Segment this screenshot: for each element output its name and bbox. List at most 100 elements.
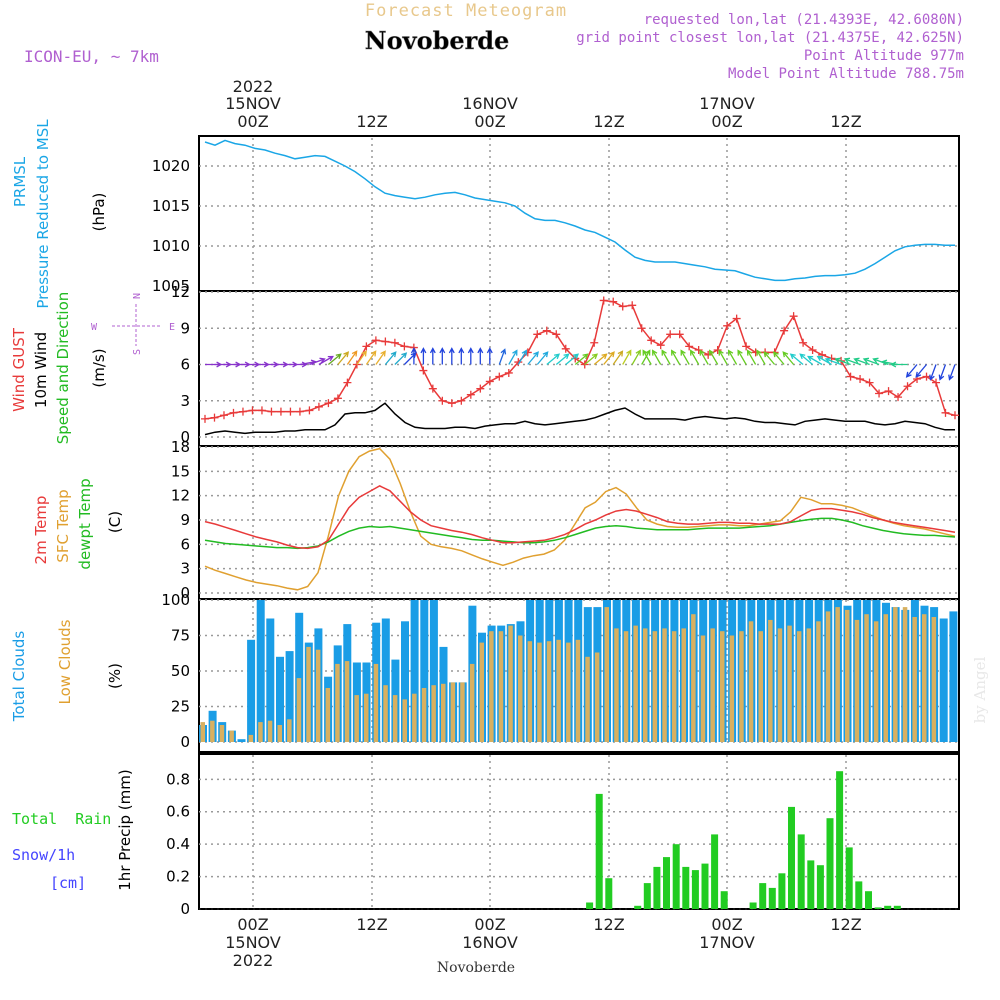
rain-bar [720,891,728,909]
gust-marker [257,406,266,415]
gust-marker [466,390,475,399]
gust-marker [941,408,950,417]
gust-marker [903,382,912,391]
y-tick-label: 0.6 [166,803,190,821]
wind-direction-arrow [584,353,599,365]
wind-direction-arrow [772,351,785,365]
low-clouds-bar [864,614,869,742]
low-clouds-bar [489,631,494,742]
gust-marker [742,342,751,351]
bottom-date-label: 16NOV [462,933,518,952]
wind-direction-arrow [467,347,474,365]
dewpt-label: dewpt Temp [76,478,94,569]
y-tick-label: 100 [161,591,190,609]
gust-marker [865,378,874,387]
bottom-tick-label: 12Z [593,915,624,934]
wind-direction-arrow [546,353,561,365]
rain-bar [845,847,853,909]
compass-west: W [91,322,98,333]
rain-bar [759,883,767,909]
total-clouds-label: Total Clouds [10,631,28,723]
wind-panel-labels: Wind GUST 10m Wind Speed and Direction (… [10,292,175,445]
y-tick-label: 1005 [152,277,190,295]
low-clouds-bar [662,628,667,742]
gust-marker [371,336,380,345]
wind-direction-arrow [782,351,795,365]
low-clouds-bar [922,614,927,742]
low-clouds-bar [604,607,609,742]
low-clouds-bar [200,722,205,742]
bottom-tick-label: 12Z [830,915,861,934]
low-clouds-bar [556,639,561,742]
wind-direction-arrow [816,355,832,366]
rain-label: Total Rain [12,810,111,828]
wind-direction-arrow [527,351,539,365]
snow-unit-label: [cm] [50,874,86,892]
rain-bar [788,806,795,909]
temp-panel-frame [198,445,960,600]
y-tick-label: 12 [171,283,190,301]
footer-location: Novoberde [437,960,515,976]
panel-grid: 1005 1010 1015 1020 [152,138,959,295]
bottom-tick-label: 12Z [356,915,387,934]
top-tick-label: 12Z [356,112,387,131]
rain-bar [749,902,757,909]
rain-bar [691,870,699,909]
gust-marker [609,297,618,306]
low-clouds-bar [902,607,908,742]
gust-marker [495,372,504,381]
gust-marker [352,360,361,369]
rain-bar [643,883,651,909]
wind-direction-arrow [872,357,889,366]
wind-direction-arrow [652,349,662,365]
wind-direction-arrow [346,350,358,365]
y-tick-label: 1020 [152,157,190,175]
bottom-date-label: 17NOV [699,933,755,952]
y-tick-label: 0.8 [166,770,190,788]
y-tick-label: 0.4 [166,835,190,853]
low-clouds-bar [652,631,658,742]
sfc-temp-label: SFC Temp [54,489,72,562]
bottom-date-label: 15NOV [225,933,281,952]
low-clouds-bar [258,722,263,742]
low-clouds-bar [883,614,888,742]
gust-marker [875,389,884,398]
low-clouds-bar [518,635,523,742]
gust-marker [362,342,371,351]
gust-marker [457,396,466,405]
top-date-label: 16NOV [462,94,518,113]
wind-speed-line [204,402,955,436]
gust-marker [447,399,456,408]
wind-direction-arrow [905,364,918,378]
rain-bar [874,907,882,909]
gust-marker [381,337,390,346]
gust-marker [951,411,959,420]
y-tick-label: 0 [180,428,190,446]
rain-bar [855,881,863,909]
top-year-label: 2022 [233,77,274,96]
gust-marker [514,358,523,367]
top-tick-label: 00Z [474,112,505,131]
low-clouds-bar [912,617,917,742]
low-clouds-bar [633,625,638,742]
y-tick-label: 0 [180,584,190,602]
gust-marker [229,408,238,417]
wind-direction-arrow [410,347,417,365]
wind10m-label: 10m Wind [32,332,50,408]
low-clouds-bar [460,682,465,742]
bottom-tick-label: 00Z [237,915,268,934]
low-clouds-bar [816,621,821,742]
wind-direction-arrow [631,349,641,365]
top-date-label: 15NOV [225,94,281,113]
gust-marker [561,344,570,353]
gust-marker [732,314,741,323]
clouds-panel-frame [198,598,960,753]
precip-panel-labels: Total Rain Snow/1h [cm] 1hr Precip (mm) [12,769,134,892]
y-tick-label: 15 [171,462,190,480]
wind-direction-arrow [938,364,947,381]
y-tick-label: 12 [171,487,190,505]
low-clouds-bar [306,646,311,742]
rain-bar [634,905,642,909]
wind-direction-arrow [789,353,804,365]
